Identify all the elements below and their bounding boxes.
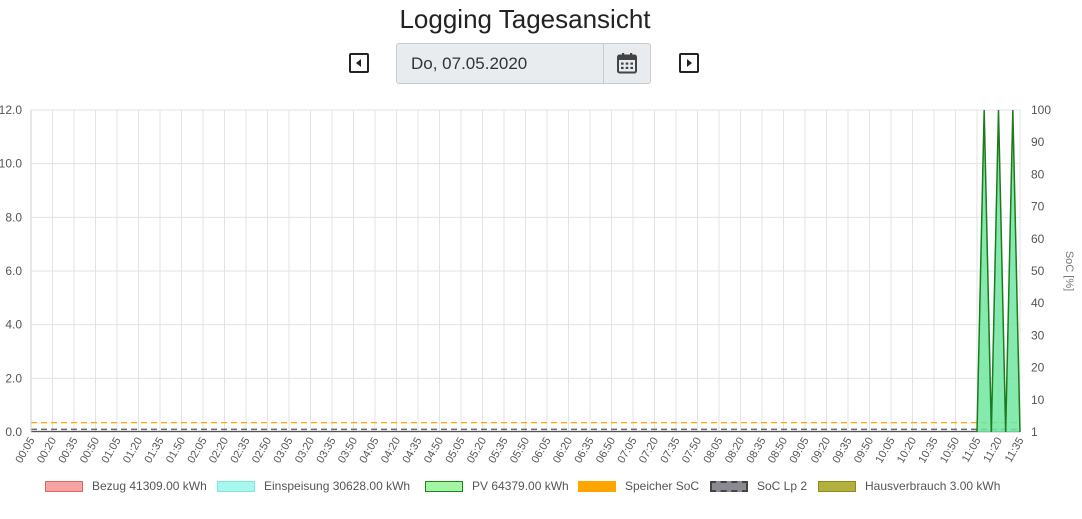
x-tick-label: 08:20 [723,436,747,466]
y-right-tick-label: 10 [1031,393,1045,407]
x-tick-label: 00:20 [35,436,59,466]
y-right-tick-label: 90 [1031,135,1045,149]
y-left-tick-label: 2.0 [5,371,22,385]
x-tick-label: 05:20 [465,436,489,466]
legend-label: SoC Lp 2 [757,479,808,493]
legend-swatch [578,481,616,492]
y-left-tick-label: 6.0 [5,264,22,278]
y-right-axis-label: SoC [%] [1063,251,1075,291]
x-tick-label: 03:20 [293,436,317,466]
calendar-icon [617,53,637,74]
x-tick-label: 10:35 [916,436,940,466]
x-tick-label: 02:35 [228,436,252,466]
x-tick-label: 01:50 [164,436,188,466]
date-picker [396,43,651,84]
logging-chart: 00:0500:2000:3500:5001:0501:2001:3501:50… [0,103,1075,466]
caret-left-icon [356,59,361,67]
x-tick-label: 06:50 [594,436,618,466]
y-right-tick-label: 30 [1031,328,1045,342]
y-right-tick-label: 1 [1031,425,1038,439]
y-right-tick-label: 100 [1031,103,1051,117]
chart-legend: Bezug 41309.00 kWh Einspeisung 30628.00 k… [0,478,1082,498]
x-tick-label: 04:05 [357,436,381,466]
caret-right-icon [687,59,692,67]
y-left-tick-label: 12.0 [0,103,22,117]
y-left-tick-label: 0.0 [5,425,22,439]
x-tick-label: 00:05 [13,436,37,466]
x-tick-label: 11:20 [981,436,1005,465]
x-tick-label: 05:35 [486,436,510,466]
legend-label: Einspeisung 30628.00 kWh [264,479,411,493]
page-title: Logging Tagesansicht [399,4,651,34]
y-left-tick-label: 8.0 [5,210,22,224]
y-right-tick-label: 40 [1031,296,1045,310]
x-tick-label: 07:35 [658,436,682,466]
next-day-button[interactable] [679,53,699,73]
x-tick-label: 01:05 [99,436,123,466]
x-tick-label: 08:05 [701,436,725,466]
x-tick-label: 09:20 [809,436,833,466]
x-tick-label: 10:05 [873,436,897,466]
x-tick-label: 08:35 [744,436,768,466]
y-right-tick-label: 50 [1031,264,1045,278]
x-tick-label: 10:20 [895,436,919,466]
x-tick-label: 03:35 [314,436,338,466]
x-tick-label: 06:05 [529,436,553,466]
x-tick-label: 09:05 [787,436,811,466]
x-tick-label: 06:20 [551,436,575,466]
x-tick-label: 00:50 [78,436,102,466]
x-tick-label: 02:05 [185,436,209,466]
x-tick-label: 05:50 [508,436,532,466]
y-left-tick-label: 10.0 [0,157,22,171]
y-right-tick-label: 80 [1031,167,1045,181]
series-line-pv [976,109,1021,433]
legend-swatch [818,481,856,492]
x-tick-label: 09:35 [830,436,854,466]
x-tick-label: 09:50 [852,436,876,466]
prev-day-button[interactable] [349,53,369,73]
x-tick-label: 01:35 [142,436,166,466]
x-tick-label: 07:05 [615,436,639,466]
x-tick-label: 04:50 [422,436,446,466]
legend-swatch [217,481,255,492]
legend-label: Bezug 41309.00 kWh [92,479,207,493]
date-input[interactable] [397,44,603,83]
x-tick-label: 02:20 [207,436,231,466]
x-tick-label: 11:35 [1003,436,1027,465]
series-area-pv [977,110,1020,432]
x-tick-label: 05:05 [443,436,467,466]
legend-swatch [710,481,748,492]
x-tick-label: 08:50 [766,436,790,466]
x-tick-label: 04:20 [379,436,403,466]
x-tick-label: 06:35 [572,436,596,466]
calendar-button[interactable] [603,44,651,83]
legend-label: PV 64379.00 kWh [472,479,569,493]
y-left-tick-label: 4.0 [5,318,22,332]
y-right-tick-label: 70 [1031,200,1045,214]
x-tick-label: 10:50 [938,436,962,466]
legend-label: Speicher SoC [625,479,700,493]
legend-label: Hausverbrauch 3.00 kWh [865,479,1001,493]
y-right-tick-label: 20 [1031,361,1045,375]
x-tick-label: 07:50 [680,436,704,466]
x-tick-label: 03:50 [336,436,360,466]
x-tick-label: 01:20 [121,436,145,466]
x-tick-label: 11:05 [960,436,984,465]
legend-swatch [425,481,463,492]
y-right-tick-label: 60 [1031,232,1045,246]
legend-swatch [45,481,83,492]
x-tick-label: 02:50 [250,436,274,466]
x-tick-label: 03:05 [271,436,295,466]
x-tick-label: 07:20 [637,436,661,466]
x-tick-label: 00:35 [56,436,80,466]
x-tick-label: 04:35 [400,436,424,466]
